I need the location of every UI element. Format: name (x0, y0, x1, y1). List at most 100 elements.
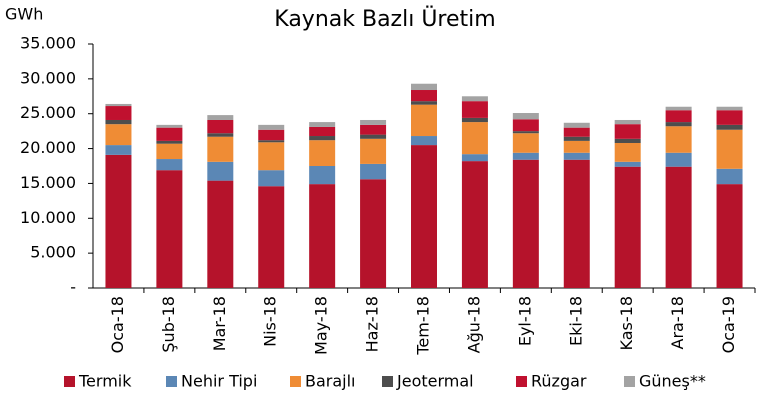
x-tick-label: Oca-18 (108, 296, 127, 353)
bar-segment (461, 117, 488, 123)
bar-segment (461, 122, 488, 155)
bar-segment (716, 184, 743, 288)
bar-segment (105, 154, 132, 288)
legend-swatch (382, 376, 393, 387)
bar-segment (563, 127, 590, 137)
bar-segment (563, 159, 590, 288)
bar-segment (461, 154, 488, 162)
bar-segment (360, 134, 387, 139)
x-tick-label: Eyl-18 (515, 296, 534, 346)
bar-segment (258, 140, 285, 143)
y-tick-label: 15.000 (20, 173, 76, 192)
x-tick-label: Haz-18 (363, 296, 382, 352)
bar-segment (665, 166, 692, 288)
y-axis-label: GWh (5, 5, 43, 24)
bar-segment (716, 124, 743, 130)
legend-swatch (166, 376, 177, 387)
bar-segment (360, 138, 387, 164)
bar-segment (207, 136, 234, 162)
x-tick-label: Ağu-18 (464, 296, 483, 353)
chart-title: Kaynak Bazlı Üretim (274, 6, 495, 32)
legend-swatch (290, 376, 301, 387)
bar-segment (512, 119, 539, 132)
bar-segment (105, 106, 132, 120)
x-tick-label: Kas-18 (617, 296, 636, 350)
x-tick-label: Eki-18 (566, 296, 585, 346)
legend-label: Nehir Tipi (181, 372, 257, 391)
bar-segment (614, 124, 641, 139)
legend-label: Rüzgar (531, 372, 587, 391)
bar-segment (614, 142, 641, 162)
x-tick-label: Ara-18 (668, 296, 687, 349)
bar-segment (105, 124, 132, 146)
bar-segment (614, 161, 641, 167)
bar-segment (461, 101, 488, 118)
bar-segment (309, 122, 336, 127)
bar-segment (309, 140, 336, 166)
bar-segment (563, 136, 590, 141)
bar-segment (156, 140, 183, 144)
bar-segment (716, 110, 743, 125)
bar-segment (309, 136, 336, 141)
bar-segment (258, 142, 285, 171)
x-tick-label: Mar-18 (210, 296, 229, 351)
bar-segment (105, 119, 132, 125)
bar-segment (614, 166, 641, 288)
bar-segment (207, 115, 234, 120)
bar-segment (309, 126, 336, 137)
bar-segment (411, 104, 437, 137)
bar-segment (207, 119, 234, 134)
bar-segment (665, 110, 692, 123)
y-tick-label: 5.000 (30, 243, 76, 262)
bar-segment (716, 106, 743, 111)
bar-segment (512, 152, 539, 160)
bar-segment (258, 170, 285, 187)
bar-segment (360, 119, 387, 125)
x-tick-label: May-18 (312, 296, 331, 355)
y-tick-label: 30.000 (20, 68, 76, 87)
bar-segment (716, 168, 743, 185)
bar-segment (716, 129, 743, 169)
bar-segment (665, 106, 692, 111)
bar-segment (461, 161, 488, 288)
bar-segment (512, 113, 539, 120)
y-tick-label: 35.000 (20, 34, 76, 53)
bar-segment (258, 186, 285, 288)
x-tick-label: Şub-18 (159, 296, 178, 353)
bar-segment (360, 124, 387, 135)
legend-swatch (64, 376, 75, 387)
bar-segment (411, 145, 437, 288)
x-tick-label: Nis-18 (261, 296, 280, 347)
bar-segment (207, 180, 234, 288)
bar-segment (614, 119, 641, 125)
y-tick-label: 25.000 (20, 103, 76, 122)
bar-segment (360, 163, 387, 180)
bar-segment (156, 170, 183, 288)
legend-label: Jeotermal (396, 372, 474, 391)
bar-segment (156, 127, 183, 141)
bar-segment (665, 122, 692, 127)
bar-segment (665, 126, 692, 153)
bar-segment (156, 124, 183, 128)
bar-segment (411, 90, 437, 102)
x-tick-label: Oca-19 (719, 296, 738, 353)
bar-segment (411, 101, 437, 105)
bar-segment (105, 103, 132, 107)
bar-segment (512, 133, 539, 153)
y-tick-label: 20.000 (20, 138, 76, 157)
legend-swatch (624, 376, 635, 387)
bar-segment (411, 136, 437, 146)
bar-segment (360, 179, 387, 288)
bar-segment (207, 161, 234, 181)
legend-label: Termik (78, 372, 132, 391)
y-tick-label: - (70, 278, 76, 297)
bar-segment (156, 143, 183, 160)
bar-segment (614, 138, 641, 143)
bar-segment (258, 124, 285, 130)
bar-segment (563, 122, 590, 128)
x-tick-label: Tem-18 (414, 296, 433, 356)
y-tick-label: 10.000 (20, 208, 76, 227)
legend-swatch (516, 376, 527, 387)
bar-segment (309, 166, 336, 185)
